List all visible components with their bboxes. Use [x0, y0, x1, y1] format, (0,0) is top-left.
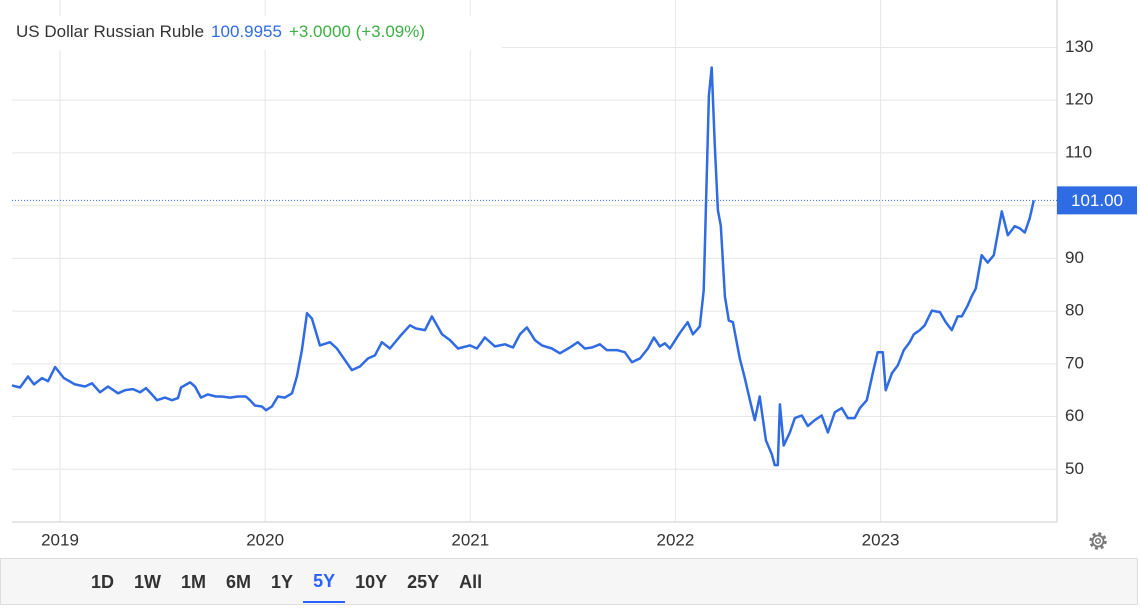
y-tick-label: 90	[1065, 248, 1084, 267]
chart-header: US Dollar Russian Ruble 100.9955 +3.0000 (…	[16, 22, 425, 41]
y-tick-label: 130	[1065, 37, 1093, 56]
x-tick-label: 2019	[41, 530, 79, 549]
x-tick-label: 2022	[657, 530, 695, 549]
header-title: US Dollar Russian Ruble	[16, 22, 204, 41]
header-bg	[12, 16, 502, 50]
range-button[interactable]: All	[459, 571, 483, 592]
range-bar: 1D 1W 1M 6M 1Y 5Y 10Y 25Y All	[0, 558, 1138, 605]
range-button[interactable]: 10Y	[355, 571, 388, 592]
y-tick-label: 120	[1065, 90, 1093, 109]
settings-icon[interactable]	[1089, 532, 1107, 550]
y-tick-label: 80	[1065, 301, 1084, 320]
header-price: 100.9955	[211, 22, 282, 41]
range-button[interactable]: 1Y	[271, 571, 294, 592]
y-tick-label: 110	[1065, 142, 1092, 161]
range-button[interactable]: 1M	[181, 571, 207, 592]
chart: 5060708090100110120130201920202021202220…	[11, 0, 1137, 550]
y-tick-label: 60	[1065, 406, 1084, 425]
header-change: +3.0000 (+3.09%)	[289, 22, 425, 41]
y-tick-label: 50	[1065, 459, 1084, 478]
x-tick-label: 2020	[246, 530, 284, 549]
range-button[interactable]: 5Y	[303, 561, 346, 603]
x-tick-label: 2021	[451, 530, 489, 549]
range-button[interactable]: 25Y	[407, 571, 440, 592]
price-line	[11, 66, 1036, 467]
range-button[interactable]: 1W	[134, 571, 162, 592]
range-button[interactable]: 6M	[226, 571, 252, 592]
last-price-box	[1057, 186, 1137, 215]
y-tick-label: 70	[1065, 353, 1084, 372]
range-button[interactable]: 1D	[91, 571, 115, 592]
last-price-label: 101.00	[1071, 191, 1123, 210]
x-tick-label: 2023	[862, 530, 900, 549]
